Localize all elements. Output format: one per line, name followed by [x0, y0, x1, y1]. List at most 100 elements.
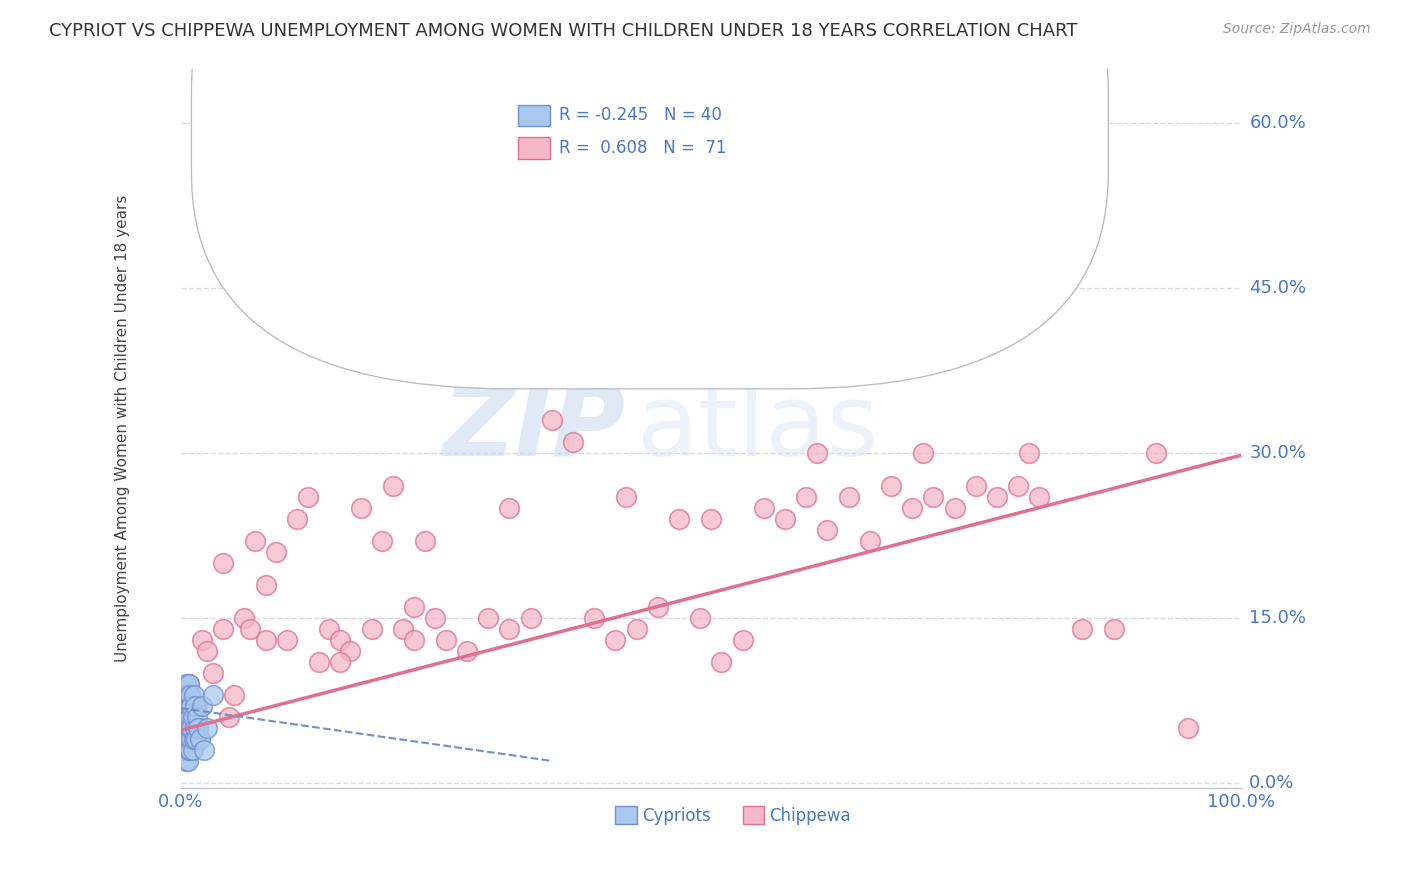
Point	[752, 501, 775, 516]
Point	[965, 479, 987, 493]
Point	[922, 490, 945, 504]
Text: Cypriots: Cypriots	[643, 806, 710, 825]
Text: R =  0.608   N =  71: R = 0.608 N = 71	[560, 138, 727, 157]
Point	[186, 698, 208, 713]
Point	[498, 622, 520, 636]
Point	[186, 710, 208, 724]
Point	[880, 479, 903, 493]
Point	[859, 534, 882, 549]
Point	[276, 633, 298, 648]
Point	[187, 721, 209, 735]
Point	[174, 688, 197, 702]
Text: 60.0%: 60.0%	[1250, 114, 1306, 133]
Point	[177, 710, 200, 724]
Point	[179, 677, 201, 691]
Point	[1177, 721, 1199, 735]
Point	[201, 665, 224, 680]
Point	[264, 545, 287, 559]
Point	[562, 435, 585, 450]
Point	[815, 523, 838, 537]
Point	[173, 698, 195, 713]
Point	[297, 490, 319, 504]
Point	[371, 534, 394, 549]
Point	[180, 731, 202, 746]
Bar	[517, 136, 550, 159]
Point	[773, 512, 796, 526]
Point	[180, 721, 202, 735]
Point	[700, 512, 723, 526]
Point	[183, 698, 205, 713]
Point	[360, 622, 382, 636]
Point	[498, 501, 520, 516]
Point	[540, 413, 562, 427]
Point	[177, 754, 200, 768]
Point	[1018, 446, 1040, 460]
Point	[381, 479, 404, 493]
Point	[193, 743, 215, 757]
Point	[239, 622, 262, 636]
Point	[329, 655, 352, 669]
Point	[201, 688, 224, 702]
Text: atlas: atlas	[637, 380, 879, 477]
Text: 0.0%: 0.0%	[1250, 774, 1295, 792]
Point	[838, 490, 860, 504]
Point	[402, 600, 425, 615]
Point	[901, 501, 924, 516]
Bar	[517, 104, 550, 126]
Point	[179, 731, 201, 746]
Point	[477, 611, 499, 625]
Point	[254, 578, 277, 592]
Point	[179, 743, 201, 757]
Point	[184, 731, 207, 746]
Point	[183, 688, 205, 702]
Point	[318, 622, 340, 636]
Text: 15.0%: 15.0%	[1250, 609, 1306, 627]
Point	[176, 743, 198, 757]
Point	[614, 490, 637, 504]
Point	[911, 446, 934, 460]
Point	[177, 731, 200, 746]
Point	[1144, 446, 1167, 460]
Point	[339, 644, 361, 658]
Point	[413, 534, 436, 549]
Point	[195, 644, 218, 658]
Point	[647, 600, 669, 615]
Point	[710, 655, 733, 669]
Point	[179, 698, 201, 713]
Text: CYPRIOT VS CHIPPEWA UNEMPLOYMENT AMONG WOMEN WITH CHILDREN UNDER 18 YEARS CORREL: CYPRIOT VS CHIPPEWA UNEMPLOYMENT AMONG W…	[49, 22, 1078, 40]
Point	[218, 710, 240, 724]
Point	[402, 633, 425, 648]
FancyBboxPatch shape	[191, 0, 1108, 389]
Point	[176, 698, 198, 713]
Point	[583, 611, 606, 625]
Point	[181, 710, 204, 724]
Point	[456, 644, 478, 658]
Point	[188, 731, 211, 746]
Point	[179, 688, 201, 702]
Point	[605, 633, 627, 648]
Point	[180, 698, 202, 713]
Point	[174, 731, 197, 746]
Point	[183, 731, 205, 746]
Point	[195, 721, 218, 735]
Point	[179, 721, 201, 735]
Point	[1007, 479, 1029, 493]
Point	[434, 633, 457, 648]
Point	[183, 721, 205, 735]
Point	[179, 710, 201, 724]
Point	[174, 754, 197, 768]
Point	[176, 721, 198, 735]
Text: Source: ZipAtlas.com: Source: ZipAtlas.com	[1223, 22, 1371, 37]
Point	[191, 633, 214, 648]
Bar	[616, 806, 637, 824]
Point	[1070, 622, 1092, 636]
Point	[212, 556, 235, 570]
Point	[689, 611, 711, 625]
Point	[174, 710, 197, 724]
Point	[794, 490, 817, 504]
Text: 45.0%: 45.0%	[1250, 279, 1306, 297]
Point	[181, 743, 204, 757]
Point	[626, 622, 648, 636]
Point	[308, 655, 330, 669]
Text: R = -0.245   N = 40: R = -0.245 N = 40	[560, 106, 723, 124]
